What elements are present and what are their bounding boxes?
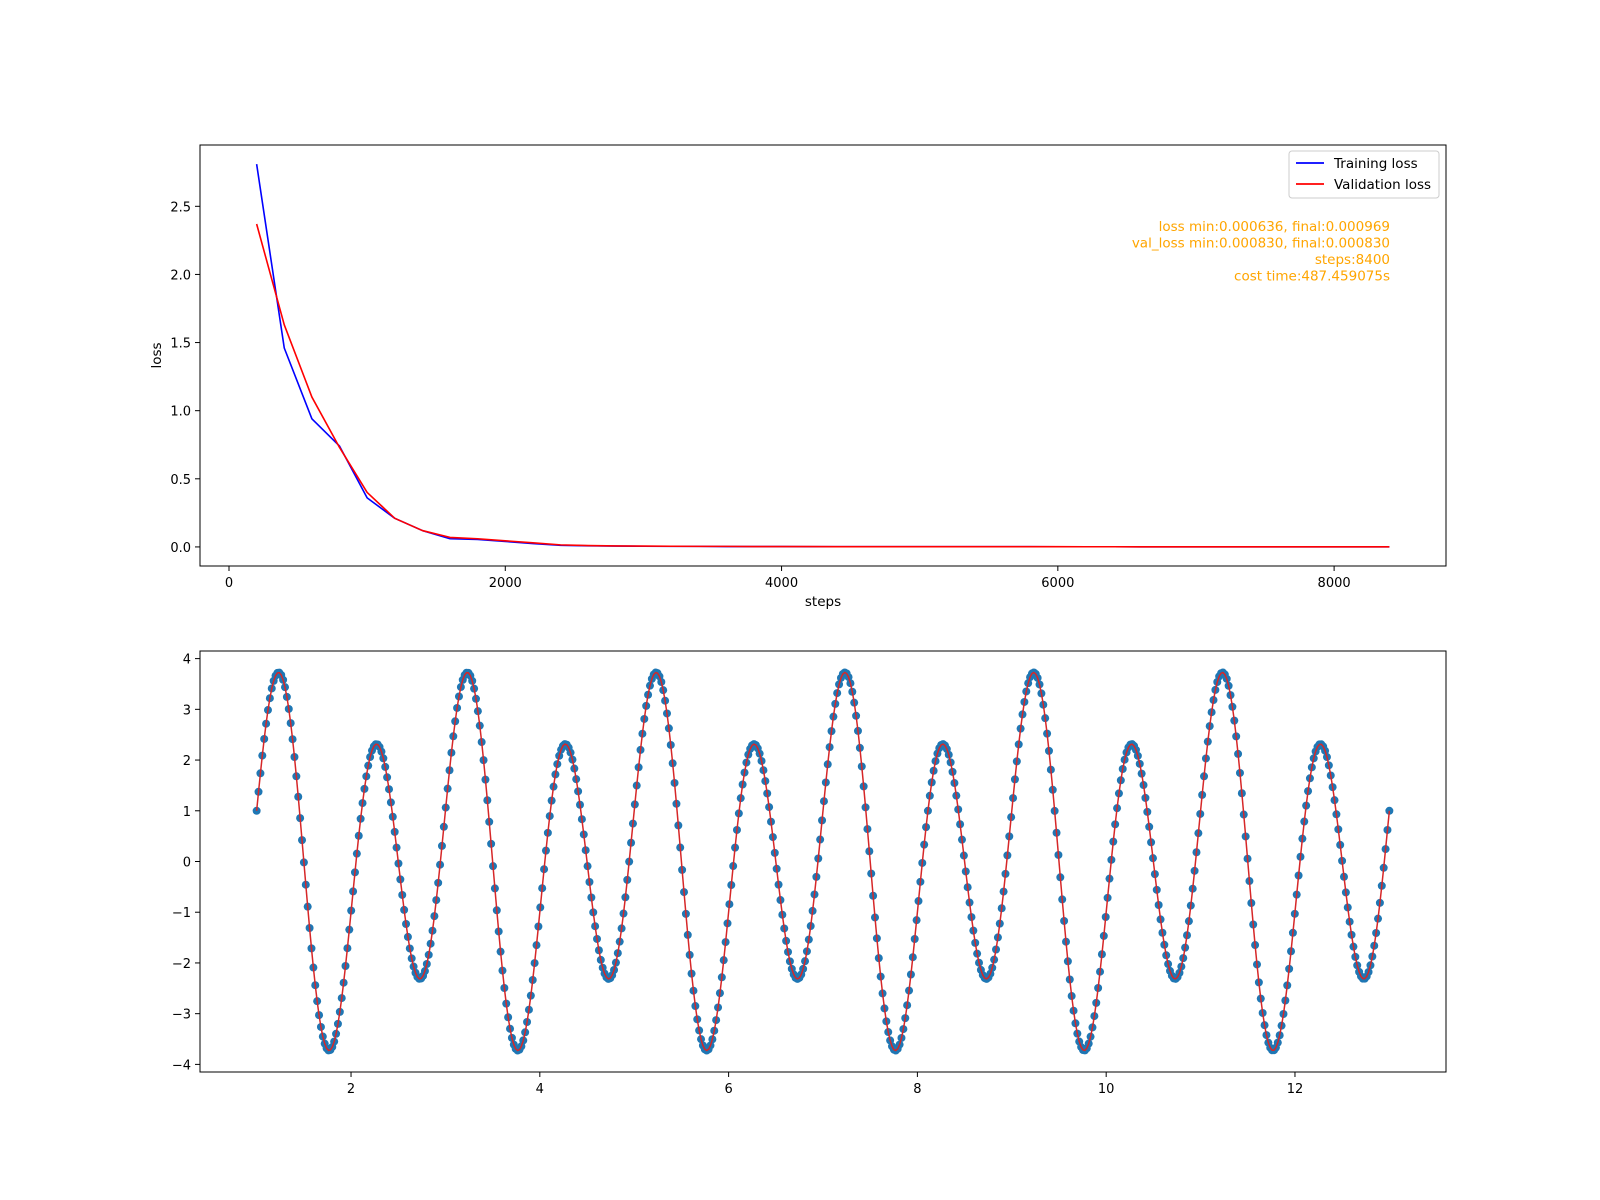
y-tick-label: 3: [183, 703, 191, 718]
y-tick-label: 2.5: [170, 200, 191, 215]
x-tick-label: 4: [536, 1082, 544, 1097]
y-tick-label: 1.5: [170, 337, 191, 352]
y-tick-label: 0.0: [170, 541, 191, 556]
y-tick-label: 2: [183, 754, 191, 769]
scatter-points: [252, 668, 1394, 1055]
prediction-line: [255, 671, 1391, 1052]
x-tick-label: 0: [225, 576, 233, 591]
x-axis-label: steps: [805, 594, 841, 610]
legend-frame: [1288, 150, 1440, 199]
stats-annotation-line: val_loss min:0.000830, final:0.000830: [1132, 236, 1390, 252]
stats-annotation-line: loss min:0.000636, final:0.000969: [1159, 219, 1390, 235]
y-tick-label: −3: [172, 1008, 191, 1023]
x-tick-label: 12: [1287, 1082, 1304, 1097]
y-tick-label: 1: [183, 805, 191, 820]
loss-chart: 0 2000 4000 6000 8000 0.0 0.5 1.0 1.5 2.0 2.5 steps…: [149, 144, 1447, 610]
y-tick-label: 2.0: [170, 268, 191, 283]
y-tick-label: −2: [172, 957, 191, 972]
x-tick-label: 8000: [1318, 576, 1351, 591]
series-line-validation-loss: [255, 223, 1390, 548]
y-axis-label: loss: [149, 342, 165, 368]
x-tick-label: 2: [347, 1082, 355, 1097]
legend-label: Validation loss: [1334, 177, 1431, 193]
x-tick-label: 4000: [765, 576, 798, 591]
y-tick-label: 0: [183, 856, 191, 871]
y-tick-label: 1.0: [170, 405, 191, 420]
y-tick-label: −1: [172, 906, 191, 921]
stats-annotation-line: cost time:487.459075s: [1234, 269, 1390, 285]
x-tick-label: 6000: [1041, 576, 1074, 591]
y-tick-label: 4: [183, 653, 191, 668]
plot-area-frame: [199, 144, 1447, 567]
stats-annotation-line: steps:8400: [1315, 252, 1390, 268]
legend-label: Training loss: [1333, 156, 1418, 172]
x-tick-label: 6: [724, 1082, 732, 1097]
x-tick-label: 10: [1098, 1082, 1115, 1097]
y-tick-label: 0.5: [170, 473, 191, 488]
y-tick-label: −4: [172, 1058, 191, 1073]
x-tick-label: 8: [913, 1082, 921, 1097]
plot-area-frame: [199, 650, 1447, 1073]
legend: Training loss Validation loss: [1288, 150, 1440, 199]
x-tick-label: 2000: [489, 576, 522, 591]
